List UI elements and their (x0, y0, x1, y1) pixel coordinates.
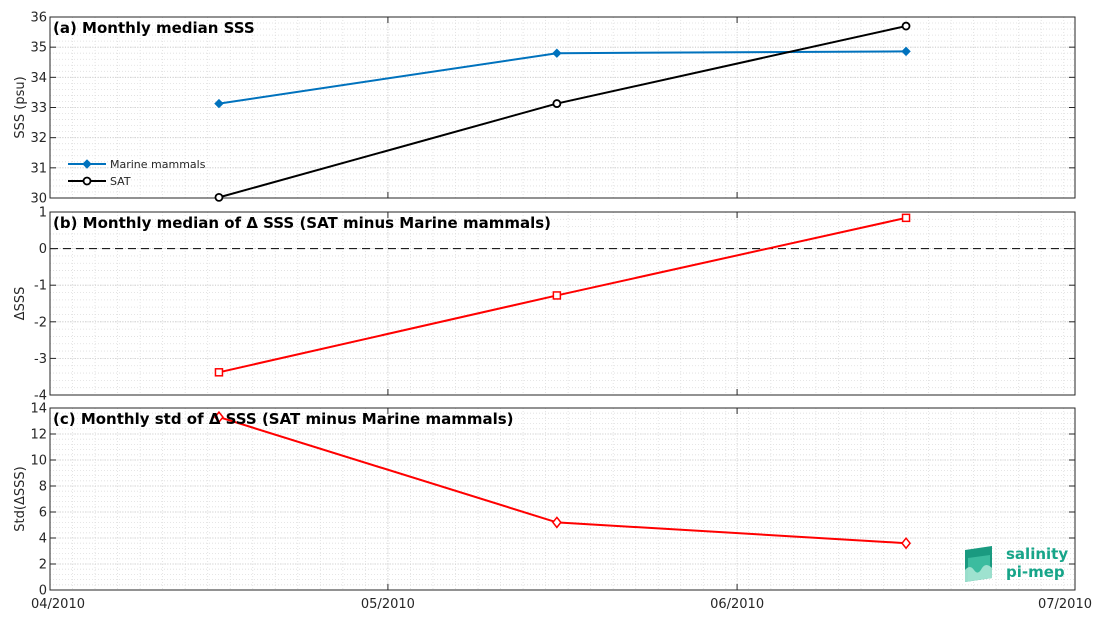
y-tick-label: -3 (34, 352, 47, 367)
data-point (552, 291, 562, 300)
data-point (214, 192, 224, 202)
panel-1: 30 31 32 33 34 35 36 SSS (psu) (a) Monthly media… (13, 11, 1076, 207)
data-point (551, 516, 562, 529)
data-point (552, 48, 562, 58)
data-point (82, 176, 92, 186)
data-point (214, 98, 224, 109)
y-tick-label: 34 (30, 71, 47, 86)
panel-title: (a) Monthly median SSS (53, 19, 255, 37)
y-tick-label: 0 (39, 242, 47, 257)
series-line-1 (218, 416, 907, 545)
salinity-pi-mep-logo: salinity pi-mep (965, 545, 1068, 582)
y-tick-label: 33 (30, 101, 47, 116)
x-tick-label: 04/2010 (31, 597, 85, 612)
y-tick-label: 35 (30, 41, 47, 56)
axes-frame (49, 407, 1076, 591)
series-line-1 (218, 216, 907, 374)
data-point (214, 368, 224, 377)
y-tick-label: 2 (39, 558, 47, 573)
y-tick-label: 31 (30, 161, 47, 176)
data-point (901, 46, 911, 57)
data-point (901, 213, 911, 223)
panel-title: (b) Monthly median of Δ SSS (SAT minus M… (53, 214, 551, 232)
data-point (552, 99, 562, 108)
y-axis-label: ΔSSS (13, 287, 28, 321)
y-tick-label: 36 (30, 11, 47, 26)
y-tick-label: 6 (39, 506, 47, 521)
logo-text-line1: salinity (1006, 545, 1068, 563)
data-point (901, 21, 911, 31)
y-tick-label: -1 (34, 279, 47, 294)
y-tick-label: 8 (39, 480, 47, 495)
y-tick-label: 12 (30, 428, 47, 443)
data-point (901, 536, 912, 550)
panel-2: -4 -3 -2 -1 0 1 ΔSSS (b) Monthly median of Δ SS… (13, 206, 1076, 404)
data-point (213, 410, 224, 424)
y-tick-label: -2 (34, 315, 47, 330)
x-tick-label: 05/2010 (361, 597, 415, 612)
logo-text-line2: pi-mep (1006, 563, 1065, 581)
y-tick-label: 10 (30, 454, 47, 469)
y-axis-label: Std(ΔSSS) (13, 466, 28, 531)
y-tick-label: -4 (34, 389, 47, 404)
axes-frame (49, 211, 1076, 396)
legend: Marine mammals SAT (68, 158, 206, 188)
y-tick-label: 4 (39, 532, 47, 547)
y-tick-label: 30 (30, 192, 47, 207)
legend-label-1: Marine mammals (110, 158, 206, 171)
logo-mark-icon (965, 546, 992, 582)
y-axis-label: SSS (psu) (13, 76, 28, 138)
x-tick-label: 06/2010 (710, 597, 764, 612)
panel-title: (c) Monthly std of Δ SSS (SAT minus Mari… (53, 410, 514, 428)
y-tick-label: 1 (39, 206, 47, 221)
y-tick-label: 32 (30, 131, 47, 146)
panel-3: 0 2 4 6 8 10 12 14 Std(ΔSSS) (c) Monthly std of Δ… (13, 402, 1076, 599)
legend-label-2: SAT (110, 175, 131, 188)
x-tick-label: 07/2010 (1038, 597, 1092, 612)
y-tick-label: 0 (39, 584, 47, 599)
data-point (82, 159, 92, 169)
y-tick-label: 14 (30, 402, 47, 417)
